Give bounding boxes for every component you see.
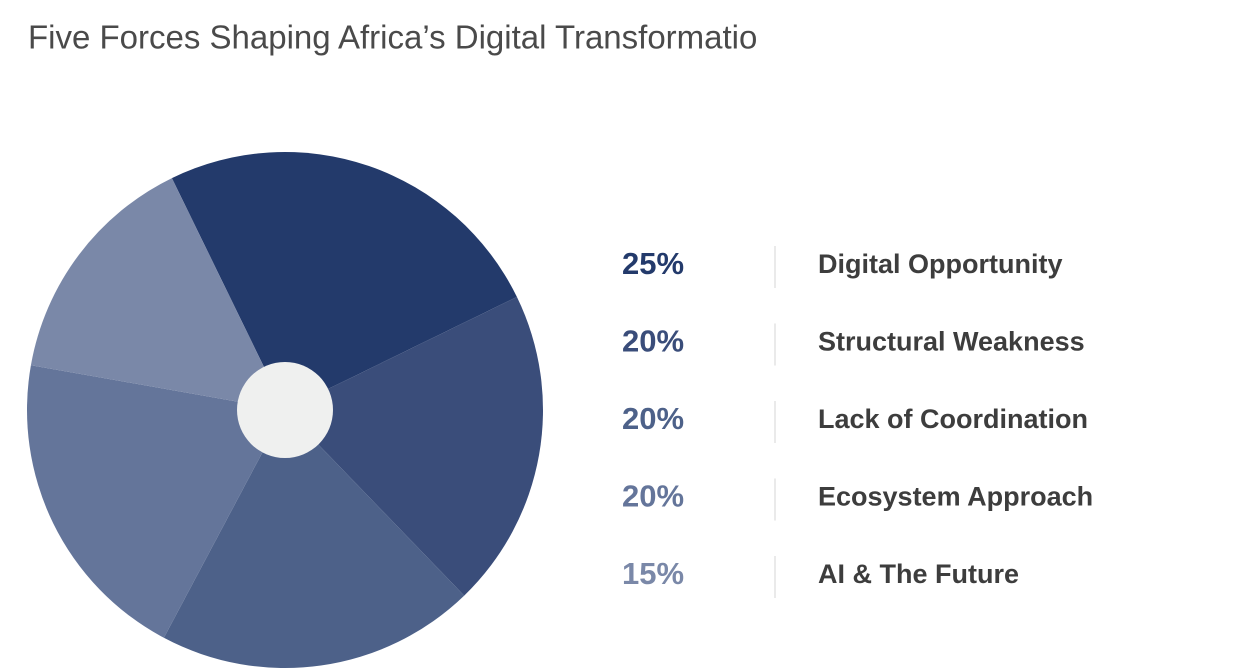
value-label: 20% [622, 324, 684, 359]
pie-slice [27, 365, 285, 638]
pie-slice [171, 152, 517, 410]
legend-label: AI & The Future [818, 559, 1019, 589]
chart-title: Five Forces Shaping Africa’s Digital Tra… [28, 19, 757, 56]
value-label: 20% [622, 479, 684, 514]
legend-label: Structural Weakness [818, 327, 1085, 357]
legend-label: Digital Opportunity [818, 249, 1062, 279]
pie-slice [30, 178, 285, 410]
value-label: 20% [622, 401, 684, 436]
pie-slice [285, 296, 543, 596]
pie-hole [237, 362, 333, 458]
legend-label: Lack of Coordination [818, 404, 1088, 434]
legend-label: Ecosystem Approach [818, 482, 1093, 512]
value-label: 15% [622, 556, 684, 591]
pie-slice [163, 410, 465, 668]
value-label: 25% [622, 246, 684, 281]
